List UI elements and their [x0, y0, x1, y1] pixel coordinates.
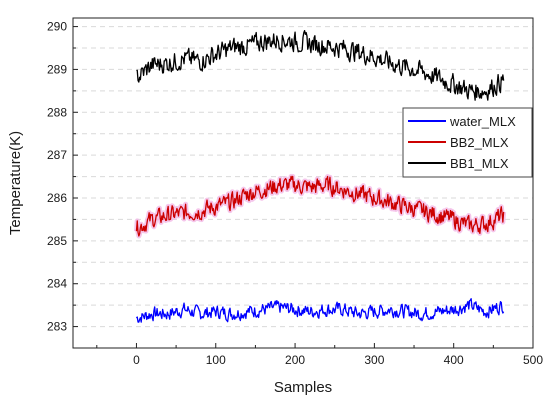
series-line-water_MLX: [135, 298, 505, 323]
x-tick-label: 300: [364, 353, 384, 367]
y-tick-label: 283: [47, 320, 67, 334]
y-tick-label: 286: [47, 191, 67, 205]
legend-label-BB1_MLX: BB1_MLX: [450, 156, 509, 171]
x-tick-label: 200: [285, 353, 305, 367]
legend: water_MLX BB2_MLX BB1_MLX: [402, 107, 533, 178]
y-axis-ticks: 283 284 285 286 287 288 289 290: [47, 20, 78, 349]
series-line-BB2_MLX: [135, 175, 505, 237]
y-tick-label: 289: [47, 62, 67, 76]
y-tick-label: 290: [47, 20, 67, 34]
legend-label-water_MLX: water_MLX: [449, 114, 516, 129]
legend-label-BB2_MLX: BB2_MLX: [450, 135, 509, 150]
x-axis-ticks: 0 100 200 300 400 500: [96, 343, 543, 367]
x-tick-label: 0: [133, 353, 140, 367]
y-axis-label: Temperature(K): [7, 131, 24, 235]
x-tick-label: 100: [206, 353, 226, 367]
x-tick-label: 400: [444, 353, 464, 367]
plot-area: [133, 30, 507, 323]
x-tick-label: 500: [523, 353, 543, 367]
y-tick-label: 287: [47, 148, 67, 162]
plot-frame: [72, 17, 534, 349]
x-axis-label: Samples: [274, 379, 332, 396]
y-tick-label: 288: [47, 105, 67, 119]
grid-lines: [73, 26, 533, 349]
series-line-BB1_MLX: [136, 30, 505, 101]
y-tick-label: 285: [47, 234, 67, 248]
y-tick-label: 284: [47, 277, 67, 291]
